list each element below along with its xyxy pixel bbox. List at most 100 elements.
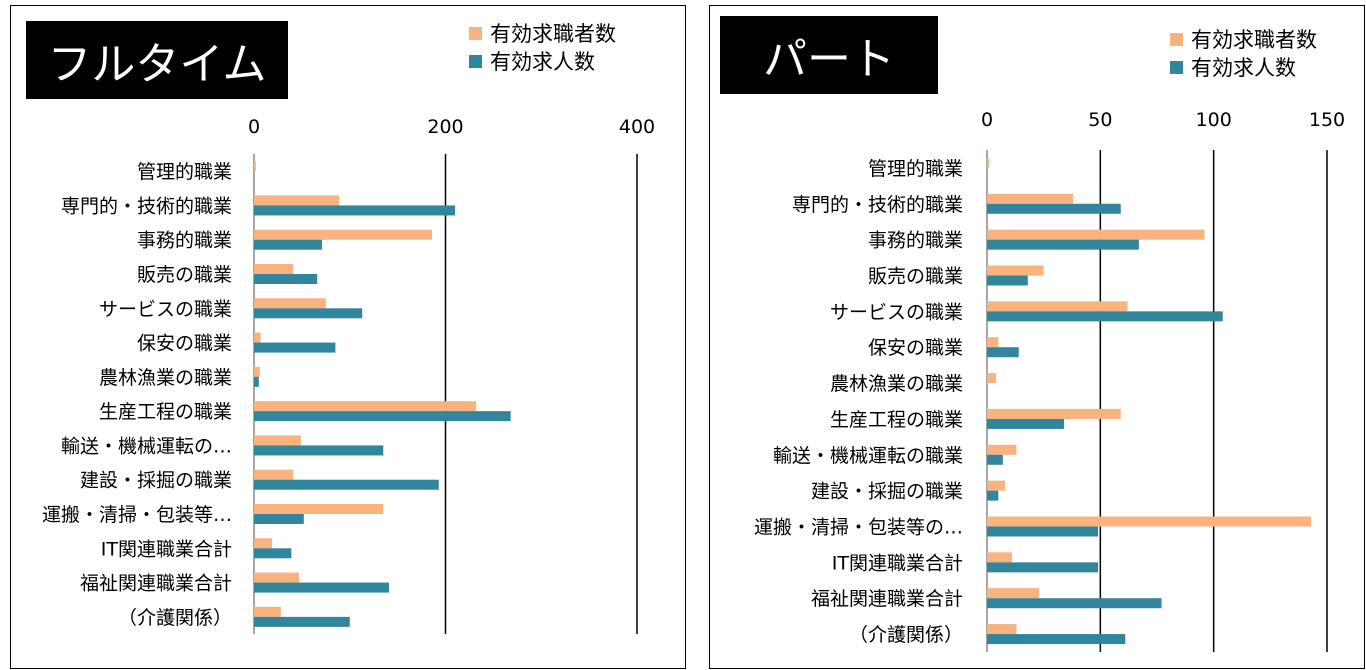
category-label: 専門的・技術的職業 <box>61 195 232 217</box>
x-tick-label: 100 <box>1196 109 1232 131</box>
fulltime-bar-chart: 0 200 400 管理的職業専門的・技術的職業事務的職業販売の職業サービスの職業保安… <box>42 116 655 634</box>
legend-swatch-openings <box>469 54 482 68</box>
bar-openings <box>987 347 1019 358</box>
category-label: 建設・採掘の職業 <box>811 481 963 503</box>
bar-seekers <box>254 264 294 274</box>
category-label: IT関連職業合計 <box>101 538 232 560</box>
bar-openings <box>987 275 1028 286</box>
bar-seekers <box>987 480 1006 491</box>
bar-openings <box>987 490 999 501</box>
category-label: 生産工程の職業 <box>99 401 232 423</box>
legend-label-seekers: 有効求職者数 <box>1191 28 1317 52</box>
bar-seekers <box>254 401 477 412</box>
bar-seekers <box>987 516 1312 527</box>
x-tick-label: 150 <box>1309 109 1345 131</box>
bar-openings <box>254 274 318 284</box>
category-label: 管理的職業 <box>868 158 963 180</box>
bar-seekers <box>254 606 281 617</box>
legend-label-openings: 有効求人数 <box>490 50 595 74</box>
bar-seekers <box>987 373 997 384</box>
category-label: 建設・採掘の職業 <box>80 470 232 492</box>
chart-title: パート <box>720 16 938 94</box>
bar-seekers <box>987 337 999 348</box>
category-label: 運搬・清掃・包装等の… <box>754 517 963 539</box>
parttime-chart-panel: パート 有効求職者数 有効求人数 0 50 100 150 管理的職業専門的・技術的職業… <box>709 5 1365 669</box>
legend-item-seekers: 有効求職者数 <box>469 19 616 47</box>
chart-legend: 有効求職者数 有効求人数 <box>469 19 616 75</box>
bar-openings <box>987 454 1003 465</box>
bar-openings <box>987 203 1121 214</box>
category-label: サービスの職業 <box>830 301 963 323</box>
legend-item-openings: 有効求人数 <box>1170 53 1317 81</box>
bar-seekers <box>987 193 1074 204</box>
category-label: 運搬・清掃・包装等… <box>42 504 232 526</box>
bar-seekers <box>254 572 300 583</box>
bar-openings <box>254 514 304 524</box>
bar-openings <box>254 411 511 422</box>
bar-seekers <box>987 624 1017 635</box>
bar-seekers <box>254 469 294 480</box>
bar-seekers <box>987 552 1012 563</box>
parttime-bar-chart: 0 50 100 150 管理的職業専門的・技術的職業事務的職業販売の職業サービスの職業… <box>754 109 1345 652</box>
bar-seekers <box>987 408 1121 419</box>
bar-openings <box>254 342 336 353</box>
x-tick-label: 50 <box>1088 109 1112 131</box>
category-label: 専門的・技術的職業 <box>792 194 963 216</box>
bar-seekers <box>254 298 326 309</box>
bar-openings <box>254 616 350 627</box>
bar-seekers <box>987 265 1044 276</box>
bar-openings <box>987 634 1126 645</box>
bar-openings <box>254 548 292 559</box>
bar-openings <box>254 205 456 216</box>
category-label: 事務的職業 <box>868 230 963 252</box>
bar-openings <box>254 308 363 319</box>
category-label: IT関連職業合計 <box>832 552 963 574</box>
bar-openings <box>254 239 322 250</box>
legend-swatch-seekers <box>1170 32 1183 46</box>
bar-openings <box>987 239 1139 250</box>
bar-openings <box>254 479 439 490</box>
x-tick-label: 0 <box>248 116 260 138</box>
category-label: 販売の職業 <box>868 266 963 288</box>
bar-seekers <box>987 301 1128 312</box>
legend-label-openings: 有効求人数 <box>1191 56 1296 80</box>
bar-openings <box>987 311 1223 322</box>
category-label: 管理的職業 <box>137 161 232 183</box>
bar-seekers <box>254 229 433 240</box>
bar-openings <box>987 562 1099 573</box>
legend-item-openings: 有効求人数 <box>469 47 616 75</box>
x-tick-label: 400 <box>619 116 655 138</box>
fulltime-chart-panel: フルタイム 有効求職者数 有効求人数 0 200 400 管理的職業 専門的・技術的職業… <box>10 5 686 669</box>
category-label: 事務的職業 <box>137 230 232 252</box>
bar-seekers <box>987 588 1040 599</box>
category-label: 販売の職業 <box>137 264 232 286</box>
category-label: 農林漁業の職業 <box>830 373 963 395</box>
legend-swatch-openings <box>1170 60 1183 74</box>
bar-seekers <box>254 195 340 206</box>
bar-seekers <box>987 157 990 168</box>
bar-openings <box>987 598 1162 609</box>
category-label: 輸送・機械運転の職業 <box>773 445 963 467</box>
category-label: （介護関係） <box>849 624 963 646</box>
category-label: サービスの職業 <box>99 298 232 320</box>
category-label: （介護関係） <box>118 607 232 629</box>
legend-item-seekers: 有効求職者数 <box>1170 25 1317 53</box>
bar-seekers <box>254 332 261 343</box>
legend-swatch-seekers <box>469 26 482 40</box>
bar-seekers <box>987 229 1205 240</box>
chart-legend: 有効求職者数 有効求人数 <box>1170 25 1317 81</box>
bar-seekers <box>254 435 301 446</box>
x-tick-label: 0 <box>981 109 993 131</box>
bar-seekers <box>254 504 384 514</box>
bar-openings <box>254 582 390 593</box>
category-label: 輸送・機械運転の… <box>61 435 232 457</box>
bar-openings <box>254 445 384 456</box>
bar-openings <box>254 376 259 387</box>
bar-openings <box>987 526 1099 537</box>
bar-seekers <box>254 366 260 377</box>
bar-openings <box>987 418 1065 429</box>
x-tick-label: 200 <box>427 116 463 138</box>
category-label: 福祉関連職業合計 <box>811 588 963 610</box>
category-label: 農林漁業の職業 <box>99 367 232 389</box>
bar-seekers <box>254 161 256 172</box>
